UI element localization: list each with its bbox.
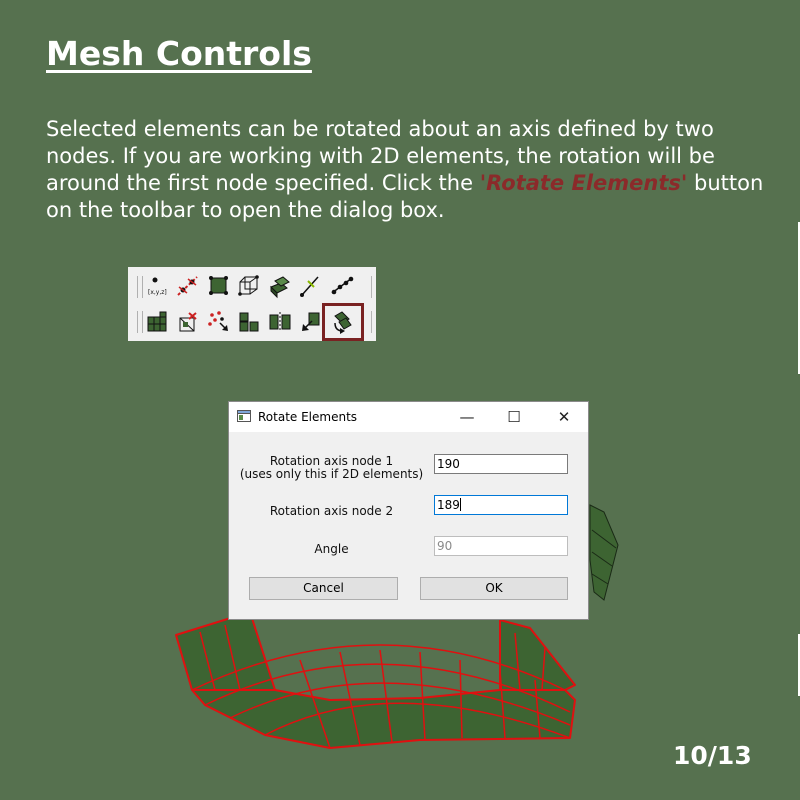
element-move-icon[interactable] — [298, 309, 324, 335]
mesh-block-icon[interactable] — [145, 309, 171, 335]
page-number: 10/13 — [673, 741, 752, 770]
element-split-icon[interactable] — [236, 309, 262, 335]
node1-label-line1: Rotation axis node 1 — [269, 454, 394, 468]
maximize-icon: ☐ — [507, 408, 521, 426]
toolbar-separator-row1 — [371, 276, 372, 298]
node-chain-icon[interactable] — [329, 273, 355, 299]
minimize-button[interactable]: — — [444, 402, 490, 432]
element-cube-icon[interactable] — [236, 273, 262, 299]
ok-button[interactable]: OK — [420, 577, 568, 600]
cancel-button[interactable]: Cancel — [249, 577, 398, 600]
dialog-title: Rotate Elements — [258, 410, 358, 424]
paragraph-text-after: button on the toolbar to open the dialog… — [46, 171, 764, 222]
element-delete-icon[interactable] — [175, 309, 201, 335]
rotation-axis-node1-input[interactable]: 190 — [434, 454, 568, 474]
node-arrows-icon[interactable] — [175, 273, 201, 299]
rotate-elements-emphasis: 'Rotate Elements' — [479, 171, 688, 195]
maximize-button[interactable]: ☐ — [491, 402, 537, 432]
toolbar-grip-row2 — [137, 311, 143, 333]
angle-label: Angle — [314, 542, 349, 556]
rotate-elements-dialog: Rotate Elements — ☐ ✕ Rotation axis node… — [228, 401, 589, 620]
line-angle-icon[interactable] — [298, 273, 324, 299]
paragraph-text-before: Selected elements can be rotated about a… — [46, 117, 715, 195]
node1-label: Rotation axis node 1 (uses only this if … — [229, 455, 434, 481]
element-stack-icon[interactable] — [267, 273, 293, 299]
rotate-elements-icon[interactable] — [329, 309, 355, 335]
node2-value: 189 — [437, 498, 460, 512]
edge-line-lower — [798, 634, 800, 696]
toolbar-grip-row1 — [137, 276, 143, 298]
node-scatter-icon[interactable] — [206, 309, 232, 335]
instruction-paragraph: Selected elements can be rotated about a… — [46, 116, 766, 224]
close-icon: ✕ — [557, 408, 571, 426]
edge-line-upper — [798, 222, 800, 374]
rotate-elements-highlight-box — [322, 303, 364, 341]
toolbar-separator-row2 — [371, 311, 372, 333]
svg-text:[x,y,z]: [x,y,z] — [148, 289, 167, 296]
slide-title: Mesh Controls — [46, 34, 312, 73]
angle-value: 90 — [437, 539, 453, 553]
node-coordinates-icon[interactable]: [x,y,z] — [145, 273, 171, 299]
minimize-icon: — — [459, 408, 475, 426]
node1-value: 190 — [437, 457, 460, 471]
rotation-axis-node2-input[interactable]: 189 — [434, 495, 568, 515]
text-caret — [459, 498, 461, 511]
element-mirror-icon[interactable] — [267, 309, 293, 335]
angle-input[interactable]: 90 — [434, 536, 568, 556]
dialog-titlebar[interactable]: Rotate Elements — ☐ ✕ — [229, 402, 588, 432]
element-icon[interactable] — [206, 273, 232, 299]
window-app-icon — [237, 410, 251, 422]
node1-label-line2: (uses only this if 2D elements) — [239, 467, 424, 481]
node2-label: Rotation axis node 2 — [269, 504, 394, 518]
close-button[interactable]: ✕ — [541, 402, 587, 432]
